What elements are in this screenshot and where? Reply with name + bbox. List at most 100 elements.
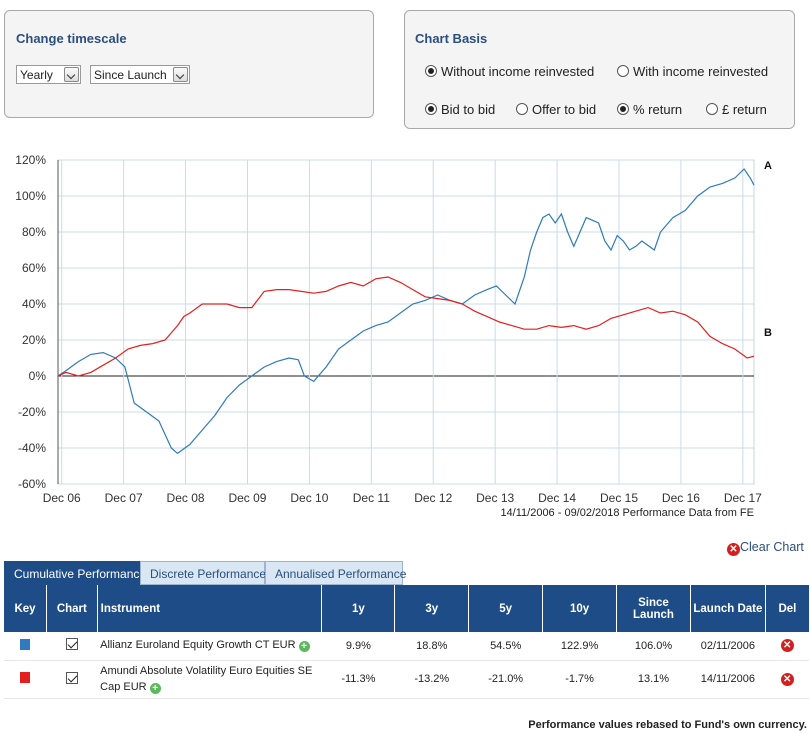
radio-label: Without income reinvested	[441, 64, 595, 79]
period-select[interactable]: Yearly	[16, 65, 81, 84]
x-tick-label: Dec 13	[476, 491, 514, 505]
x-tick-label: Dec 08	[167, 491, 205, 505]
plus-icon[interactable]: +	[149, 683, 161, 694]
radio-dot	[617, 65, 629, 77]
y-tick-label: 60%	[22, 261, 46, 275]
del-cell[interactable]: ✕	[765, 660, 809, 699]
cell-10y: 122.9%	[542, 632, 617, 661]
cell-launch-date: 14/11/2006	[690, 660, 766, 699]
cell-5y: 54.5%	[468, 632, 543, 661]
plus-icon[interactable]: +	[298, 641, 310, 653]
clear-chart-label: Clear Chart	[740, 540, 804, 554]
y-tick-label: 100%	[15, 189, 46, 203]
radio-pound-return[interactable]: £ return	[706, 102, 767, 117]
y-tick-label: 20%	[22, 333, 46, 347]
y-tick-label: -20%	[18, 405, 46, 419]
performance-table: Key Chart Instrument 1y 3y 5y 10y Since L…	[4, 585, 809, 699]
x-tick-label: Dec 06	[43, 491, 81, 505]
header-10y[interactable]: 10y	[542, 585, 618, 632]
radio-label: Offer to bid	[532, 102, 597, 117]
tab-cumulative-performance[interactable]: Cumulative Performance	[4, 561, 146, 585]
x-tick-label: Dec 17	[724, 491, 762, 505]
radio-with-income[interactable]: With income reinvested	[617, 64, 768, 79]
radio-label: % return	[633, 102, 683, 117]
radio-without-income[interactable]: Without income reinvested	[425, 64, 594, 79]
cell-10y: -1.7%	[542, 660, 617, 699]
cell-3y: 18.8%	[394, 632, 469, 661]
cell-1y: -11.3%	[321, 660, 395, 699]
table-row: Allianz Euroland Equity Growth CT EUR + 9…	[4, 632, 809, 661]
table-header-row: Key Chart Instrument 1y 3y 5y 10y Since L…	[4, 585, 809, 632]
chart-checkbox[interactable]	[65, 671, 78, 684]
key-cell	[4, 660, 47, 699]
cell-since-launch: 106.0%	[616, 632, 691, 661]
y-tick-label: 80%	[22, 225, 46, 239]
x-tick-label: Dec 16	[662, 491, 700, 505]
radio-dot-selected	[425, 103, 437, 115]
tab-discrete-performance[interactable]: Discrete Performance	[140, 561, 266, 585]
chart-checkbox[interactable]	[65, 638, 78, 651]
cell-launch-date: 02/11/2006	[690, 632, 766, 661]
clear-chart-link[interactable]: ✕ Clear Chart	[727, 540, 804, 556]
y-tick-label: 120%	[15, 153, 46, 167]
delete-icon[interactable]: ✕	[780, 672, 794, 686]
tab-annualised-performance[interactable]: Annualised Performance	[265, 561, 406, 585]
cell-since-launch: 13.1%	[616, 660, 691, 699]
header-since-launch-line2: Launch	[633, 608, 674, 621]
timescale-panel: Change timescale Yearly Since Launch	[4, 10, 374, 118]
radio-percent-return[interactable]: % return	[617, 102, 682, 117]
radio-dot	[706, 103, 718, 115]
header-since-launch[interactable]: Since Launch	[616, 585, 691, 632]
radio-label: Bid to bid	[441, 102, 496, 117]
x-tick-label: Dec 15	[600, 491, 638, 505]
header-del: Del	[765, 585, 809, 632]
plot-area	[57, 159, 755, 485]
instrument-name[interactable]: Allianz Euroland Equity Growth CT EUR	[100, 639, 296, 652]
header-chart: Chart	[46, 585, 98, 632]
x-tick-label: Dec 12	[414, 491, 452, 505]
y-tick-label: -40%	[18, 441, 46, 455]
del-cell[interactable]: ✕	[765, 632, 809, 661]
performance-chart: 120% 100% 80% 60% 40% 20% 0% -20% -40% -60%Dec 06…	[15, 153, 772, 519]
radio-offer-to-bid[interactable]: Offer to bid	[516, 102, 596, 117]
footnote: Performance values rebased to Fund's own…	[528, 719, 807, 731]
header-launch-date[interactable]: Launch Date	[690, 585, 766, 632]
y-tick-label: 40%	[22, 297, 46, 311]
period-select-value: Yearly	[20, 68, 53, 82]
radio-label: With income reinvested	[633, 64, 769, 79]
delete-icon[interactable]: ✕	[780, 639, 794, 653]
date-range-note: 14/11/2006 - 09/02/2018 Performance Data…	[500, 507, 754, 519]
range-select[interactable]: Since Launch	[90, 65, 190, 84]
radio-bid-to-bid[interactable]: Bid to bid	[425, 102, 495, 117]
cell-5y: -21.0%	[468, 660, 543, 699]
header-since-launch-line1: Since	[638, 596, 669, 609]
radio-dot-selected	[425, 65, 437, 77]
x-tick-label: Dec 11	[353, 491, 390, 505]
header-key: Key	[4, 585, 48, 632]
chevron-down-icon	[64, 67, 79, 82]
key-swatch-red	[20, 672, 31, 683]
chevron-down-icon	[173, 67, 188, 82]
instrument-cell: Amundi Absolute Volatility Euro Equities…	[97, 660, 322, 699]
instrument-name[interactable]: Amundi Absolute Volatility Euro Equities…	[100, 665, 313, 693]
header-instrument[interactable]: Instrument	[97, 585, 323, 632]
cell-3y: -13.2%	[394, 660, 469, 699]
series-label-b: B	[764, 327, 772, 339]
chart-basis-panel: Chart Basis Without income reinvested Wi…	[404, 10, 795, 129]
x-tick-label: Dec 09	[228, 491, 266, 505]
header-1y[interactable]: 1y	[321, 585, 396, 632]
chart-cell[interactable]	[46, 632, 98, 661]
y-tick-label: -60%	[18, 477, 46, 491]
cell-1y: 9.9%	[321, 632, 395, 661]
radio-dot	[516, 103, 528, 115]
radio-label: £ return	[722, 102, 767, 117]
timescale-title: Change timescale	[16, 31, 127, 46]
x-tick-label: Dec 14	[538, 491, 576, 505]
x-tick-label: Dec 07	[105, 491, 143, 505]
header-5y[interactable]: 5y	[468, 585, 544, 632]
instrument-cell: Allianz Euroland Equity Growth CT EUR +	[97, 632, 322, 661]
header-3y[interactable]: 3y	[394, 585, 470, 632]
y-tick-label: 0%	[29, 369, 47, 383]
chart-cell[interactable]	[46, 660, 98, 699]
key-swatch-blue	[20, 638, 31, 650]
